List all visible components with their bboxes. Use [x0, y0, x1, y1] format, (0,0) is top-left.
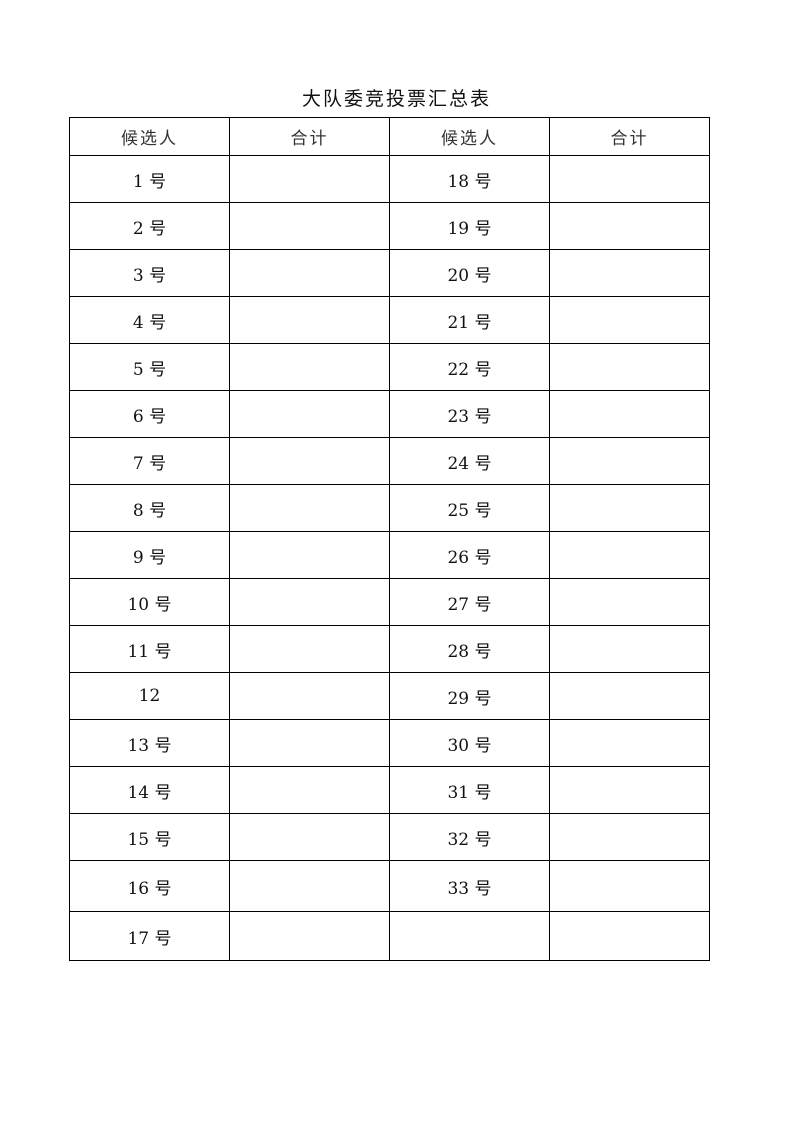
- table-row: 16 号 33 号: [69, 860, 710, 912]
- left-total-cell: [229, 437, 390, 485]
- right-total-cell: [549, 390, 710, 438]
- table-row: 15 号 32 号: [69, 813, 710, 861]
- right-total-cell: [549, 813, 710, 861]
- table-row: 8 号 25 号: [69, 484, 710, 532]
- left-candidate-cell: 1 号: [69, 155, 230, 203]
- right-total-cell: [549, 911, 710, 961]
- left-candidate-cell: 9 号: [69, 531, 230, 579]
- right-total-cell: [549, 719, 710, 767]
- vote-summary-table: 候选人 合计 候选人 合计 1 号 18 号 2 号 19 号 3 号 20 号 4 号 21…: [69, 117, 710, 961]
- header-candidate-left: 候选人: [69, 117, 230, 156]
- table-row: 6 号 23 号: [69, 390, 710, 438]
- right-total-cell: [549, 437, 710, 485]
- left-candidate-cell: 12: [69, 672, 230, 720]
- right-candidate-cell: 28 号: [389, 625, 550, 673]
- left-total-cell: [229, 202, 390, 250]
- table-row: 4 号 21 号: [69, 296, 710, 344]
- left-candidate-cell: 8 号: [69, 484, 230, 532]
- left-total-cell: [229, 578, 390, 626]
- table-body: 1 号 18 号 2 号 19 号 3 号 20 号 4 号 21 号 5 号 22 号 6 号 23…: [69, 155, 710, 961]
- right-total-cell: [549, 860, 710, 912]
- left-total-cell: [229, 813, 390, 861]
- left-candidate-cell: 17 号: [69, 911, 230, 961]
- left-total-cell: [229, 484, 390, 532]
- left-total-cell: [229, 860, 390, 912]
- right-candidate-cell: 24 号: [389, 437, 550, 485]
- left-candidate-cell: 14 号: [69, 766, 230, 814]
- header-total-right: 合计: [549, 117, 710, 156]
- left-total-cell: [229, 343, 390, 391]
- right-candidate-cell: 23 号: [389, 390, 550, 438]
- left-candidate-cell: 15 号: [69, 813, 230, 861]
- left-total-cell: [229, 249, 390, 297]
- left-total-cell: [229, 625, 390, 673]
- left-candidate-cell: 10 号: [69, 578, 230, 626]
- document-title: 大队委竞投票汇总表: [301, 88, 491, 110]
- right-candidate-cell: 20 号: [389, 249, 550, 297]
- left-total-cell: [229, 155, 390, 203]
- right-candidate-cell: 21 号: [389, 296, 550, 344]
- table-row: 10 号 27 号: [69, 578, 710, 626]
- right-total-cell: [549, 531, 710, 579]
- right-candidate-cell: 29 号: [389, 672, 550, 720]
- right-total-cell: [549, 249, 710, 297]
- right-candidate-cell: 26 号: [389, 531, 550, 579]
- left-total-cell: [229, 531, 390, 579]
- table-row: 2 号 19 号: [69, 202, 710, 250]
- table-row: 11 号 28 号: [69, 625, 710, 673]
- left-candidate-cell: 7 号: [69, 437, 230, 485]
- left-candidate-cell: 16 号: [69, 860, 230, 912]
- header-total-left: 合计: [229, 117, 390, 156]
- left-candidate-cell: 2 号: [69, 202, 230, 250]
- table-row: 7 号 24 号: [69, 437, 710, 485]
- left-candidate-cell: 11 号: [69, 625, 230, 673]
- left-candidate-cell: 5 号: [69, 343, 230, 391]
- right-total-cell: [549, 625, 710, 673]
- left-candidate-cell: 3 号: [69, 249, 230, 297]
- right-total-cell: [549, 484, 710, 532]
- left-candidate-cell: 13 号: [69, 719, 230, 767]
- left-total-cell: [229, 672, 390, 720]
- right-candidate-cell: 18 号: [389, 155, 550, 203]
- right-candidate-cell: 19 号: [389, 202, 550, 250]
- right-candidate-cell: 31 号: [389, 766, 550, 814]
- table-row: 12 29 号: [69, 672, 710, 720]
- table-header-row: 候选人 合计 候选人 合计: [69, 117, 710, 156]
- right-total-cell: [549, 343, 710, 391]
- table-row: 5 号 22 号: [69, 343, 710, 391]
- left-candidate-cell: 4 号: [69, 296, 230, 344]
- right-candidate-cell: 22 号: [389, 343, 550, 391]
- left-total-cell: [229, 296, 390, 344]
- right-candidate-cell: 25 号: [389, 484, 550, 532]
- right-candidate-cell: 27 号: [389, 578, 550, 626]
- right-total-cell: [549, 578, 710, 626]
- right-total-cell: [549, 766, 710, 814]
- table-row: 9 号 26 号: [69, 531, 710, 579]
- right-total-cell: [549, 155, 710, 203]
- table-row: 14 号 31 号: [69, 766, 710, 814]
- table-row: 17 号: [69, 911, 710, 961]
- right-total-cell: [549, 202, 710, 250]
- header-candidate-right: 候选人: [389, 117, 550, 156]
- left-total-cell: [229, 766, 390, 814]
- left-total-cell: [229, 390, 390, 438]
- right-total-cell: [549, 672, 710, 720]
- right-total-cell: [549, 296, 710, 344]
- right-candidate-cell: 30 号: [389, 719, 550, 767]
- table-row: 3 号 20 号: [69, 249, 710, 297]
- left-total-cell: [229, 911, 390, 961]
- right-candidate-cell: 32 号: [389, 813, 550, 861]
- left-total-cell: [229, 719, 390, 767]
- right-candidate-cell: 33 号: [389, 860, 550, 912]
- table-row: 13 号 30 号: [69, 719, 710, 767]
- table-row: 1 号 18 号: [69, 155, 710, 203]
- right-candidate-cell: [389, 911, 550, 961]
- left-candidate-cell: 6 号: [69, 390, 230, 438]
